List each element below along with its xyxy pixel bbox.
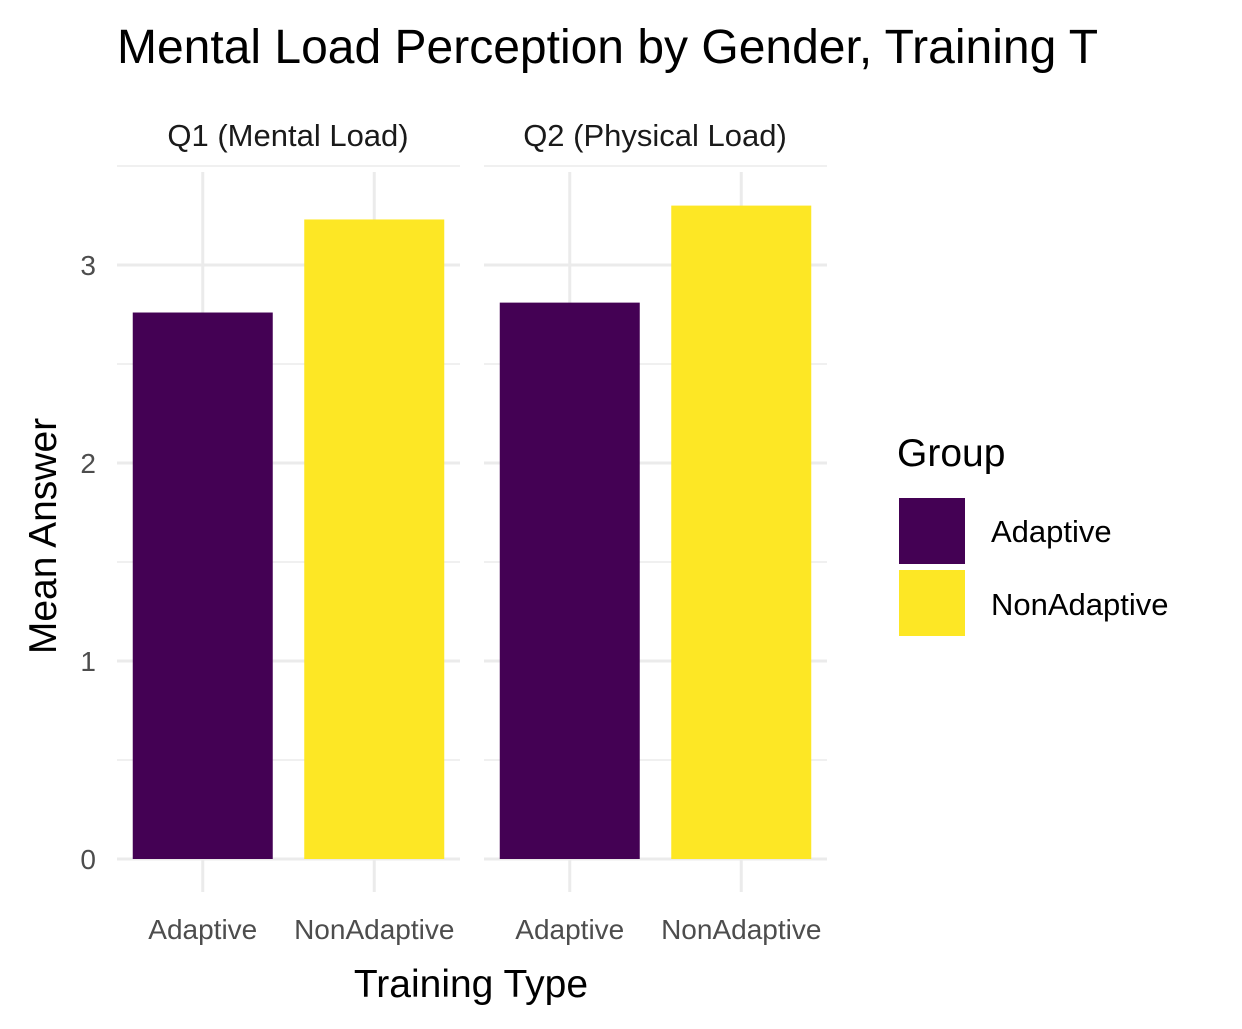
- chart-title: Mental Load Perception by Gender, Traini…: [117, 21, 1098, 74]
- facet-label-q1: Q1 (Mental Load): [167, 118, 408, 153]
- x-axis-title: Training Type: [354, 963, 588, 1006]
- bar-nonadaptive: [671, 205, 812, 860]
- x-tick-label: NonAdaptive: [294, 914, 454, 945]
- legend-label-nonadaptive: NonAdaptive: [991, 587, 1169, 622]
- facet-label-q2: Q2 (Physical Load): [523, 118, 787, 153]
- bars-q1: [132, 219, 445, 859]
- bar-adaptive: [499, 302, 640, 859]
- x-tick-label: Adaptive: [148, 914, 257, 945]
- bars-q2: [499, 205, 812, 860]
- legend-label-adaptive: Adaptive: [991, 514, 1112, 549]
- x-tick-label: Adaptive: [515, 914, 624, 945]
- legend: Group Adaptive NonAdaptive: [897, 432, 1169, 636]
- bar-nonadaptive: [304, 219, 445, 859]
- y-tick-label: 1: [80, 646, 96, 677]
- bar-adaptive: [132, 312, 273, 859]
- legend-key-nonadaptive: [899, 570, 965, 636]
- y-axis-title: Mean Answer: [22, 418, 65, 654]
- panel-q1: Q1 (Mental Load) Adaptive NonAdaptive: [117, 118, 460, 945]
- x-tick-label: NonAdaptive: [661, 914, 821, 945]
- panel-q2: Q2 (Physical Load) Adaptive NonAdaptive: [484, 118, 827, 945]
- y-axis-ticks: 0 1 2 3: [80, 250, 96, 875]
- x-ticks-q1: Adaptive NonAdaptive: [148, 914, 454, 945]
- legend-key-adaptive: [899, 498, 965, 564]
- y-tick-label: 3: [80, 250, 96, 281]
- y-tick-label: 2: [80, 448, 96, 479]
- y-tick-label: 0: [80, 844, 96, 875]
- x-ticks-q2: Adaptive NonAdaptive: [515, 914, 821, 945]
- legend-title: Group: [897, 432, 1005, 475]
